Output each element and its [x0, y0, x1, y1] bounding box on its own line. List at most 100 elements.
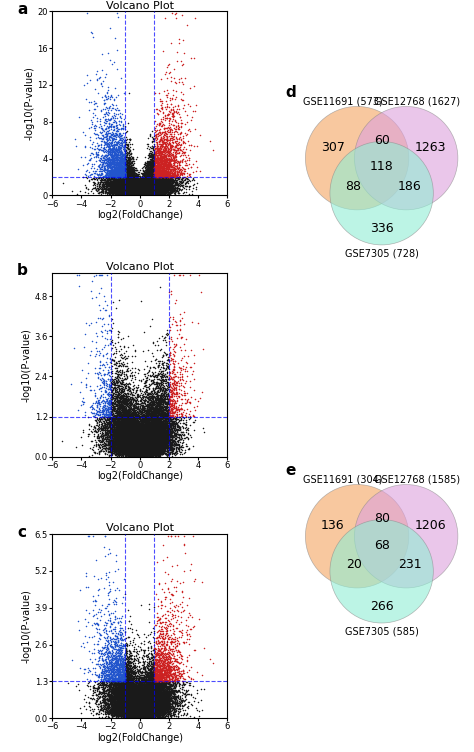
- Point: [152, 420, 159, 432]
- Point: [126, 693, 133, 705]
- Point: [137, 444, 145, 456]
- Point: [164, 168, 171, 180]
- Point: [116, 432, 124, 444]
- Point: [155, 420, 162, 432]
- Point: [142, 707, 149, 719]
- Point: [148, 171, 156, 183]
- Point: [126, 443, 134, 455]
- Point: [160, 370, 167, 382]
- Point: [140, 415, 148, 427]
- Point: [138, 703, 146, 715]
- Point: [154, 177, 161, 189]
- Point: [155, 432, 162, 444]
- Point: [143, 698, 151, 710]
- Point: [114, 707, 122, 719]
- Point: [128, 429, 136, 441]
- Point: [124, 656, 131, 668]
- Point: [158, 160, 166, 172]
- Point: [129, 185, 137, 197]
- Point: [122, 682, 130, 694]
- Point: [108, 147, 116, 159]
- Point: [134, 705, 142, 717]
- Point: [131, 189, 139, 201]
- Point: [126, 688, 133, 700]
- Point: [128, 174, 136, 186]
- Point: [137, 430, 145, 442]
- Point: [145, 412, 152, 424]
- Point: [156, 699, 164, 711]
- Point: [143, 184, 150, 196]
- Point: [150, 695, 157, 707]
- Point: [136, 176, 144, 188]
- Point: [140, 441, 147, 453]
- Point: [115, 162, 122, 174]
- Point: [148, 178, 155, 190]
- Point: [123, 413, 131, 425]
- Point: [114, 689, 121, 701]
- Point: [129, 701, 137, 713]
- Point: [173, 405, 181, 417]
- Point: [115, 690, 123, 702]
- Point: [132, 440, 139, 452]
- Point: [150, 392, 157, 404]
- Point: [104, 387, 112, 399]
- Point: [163, 658, 171, 670]
- Point: [166, 438, 173, 450]
- Point: [150, 693, 158, 705]
- Point: [81, 328, 89, 340]
- Point: [137, 182, 145, 194]
- Point: [144, 164, 152, 176]
- Point: [100, 144, 107, 156]
- Point: [153, 423, 161, 435]
- Point: [159, 438, 166, 450]
- Point: [120, 419, 128, 431]
- Point: [140, 699, 147, 711]
- Point: [124, 682, 132, 694]
- Point: [131, 692, 139, 704]
- Point: [149, 699, 156, 711]
- Point: [136, 183, 144, 196]
- Point: [162, 434, 170, 446]
- Point: [121, 177, 129, 189]
- Point: [161, 704, 168, 716]
- Point: [155, 432, 162, 444]
- Point: [117, 652, 125, 664]
- Point: [132, 439, 139, 451]
- Point: [136, 701, 144, 713]
- Point: [134, 686, 142, 698]
- Point: [141, 189, 149, 201]
- Point: [133, 184, 141, 196]
- Point: [139, 414, 147, 426]
- Point: [136, 431, 143, 443]
- Point: [141, 180, 149, 192]
- Point: [150, 698, 157, 710]
- Point: [136, 707, 143, 719]
- Point: [139, 419, 146, 431]
- Point: [125, 399, 133, 411]
- Point: [143, 182, 151, 194]
- Point: [146, 182, 154, 194]
- Point: [164, 701, 172, 713]
- Point: [91, 421, 98, 433]
- Point: [156, 411, 164, 423]
- Point: [143, 443, 150, 455]
- Point: [126, 429, 133, 441]
- Point: [171, 432, 179, 444]
- Point: [148, 667, 155, 679]
- Point: [150, 402, 158, 414]
- Point: [113, 176, 120, 188]
- Point: [151, 393, 158, 405]
- Point: [129, 434, 137, 446]
- Point: [145, 705, 153, 717]
- Point: [150, 429, 158, 441]
- Point: [145, 677, 152, 689]
- Point: [168, 176, 175, 188]
- Point: [143, 431, 150, 443]
- Point: [138, 183, 146, 195]
- Point: [118, 705, 126, 717]
- Point: [151, 182, 159, 194]
- Point: [158, 392, 165, 404]
- Point: [126, 438, 133, 450]
- Point: [122, 176, 130, 188]
- Point: [121, 435, 129, 447]
